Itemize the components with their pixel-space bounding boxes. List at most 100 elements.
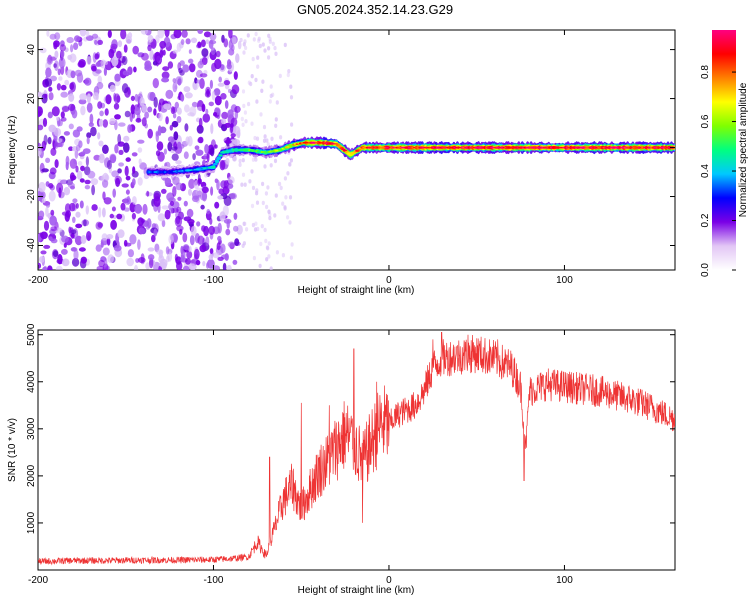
noise-blob	[86, 231, 92, 241]
noise-blob	[212, 252, 220, 259]
noise-blob	[153, 108, 157, 116]
noise-blob	[40, 231, 48, 240]
noise-blob	[185, 136, 190, 145]
noise-blob	[196, 106, 203, 111]
noise-blob	[261, 42, 265, 47]
noise-blob	[147, 44, 152, 52]
noise-blob	[132, 196, 137, 205]
noise-blob	[106, 160, 112, 170]
noise-blob	[41, 197, 46, 204]
noise-blob	[112, 188, 116, 198]
colorbar-tick-label: 0.0	[700, 263, 711, 277]
x-tick-label: -100	[203, 275, 223, 286]
noise-blob	[223, 38, 229, 48]
noise-blob	[149, 257, 154, 269]
noise-blob	[184, 123, 189, 132]
noise-blob	[161, 219, 166, 228]
noise-blob	[182, 232, 188, 243]
noise-blob	[79, 200, 84, 209]
snr-panel: -200 -100 0 100 1000 2000 3000 4000 5000 Height …	[7, 323, 676, 596]
noise-blob	[125, 175, 131, 181]
noise-blob	[232, 156, 237, 162]
signal-mark	[337, 145, 342, 148]
noise-blob	[237, 40, 242, 50]
noise-blob	[77, 61, 85, 68]
noise-blob	[61, 248, 68, 255]
noise-blob	[279, 135, 283, 140]
noise-blob	[80, 235, 87, 244]
noise-blob	[187, 112, 195, 117]
noise-blob	[269, 163, 273, 168]
noise-blob	[137, 147, 143, 153]
noise-blob	[38, 181, 46, 193]
noise-blob	[197, 136, 204, 144]
noise-blob	[231, 84, 240, 95]
noise-blob	[89, 113, 94, 125]
noise-blob	[68, 93, 75, 102]
noise-blob	[168, 234, 174, 245]
noise-blob	[242, 50, 246, 55]
noise-blob	[86, 132, 92, 139]
noise-blob	[124, 242, 132, 247]
noise-blob	[54, 140, 59, 149]
y-tick-label: -20	[26, 189, 37, 204]
noise-blob	[102, 144, 109, 154]
noise-blob	[268, 39, 272, 44]
noise-blob	[147, 128, 153, 139]
noise-blob	[69, 82, 75, 90]
noise-blob	[172, 201, 180, 209]
noise-blob	[253, 135, 257, 141]
noise-blob	[214, 58, 222, 70]
noise-blob	[153, 96, 158, 108]
noise-blob	[95, 69, 102, 74]
noise-blob	[179, 60, 185, 66]
noise-blob	[241, 89, 246, 94]
noise-blob	[139, 97, 145, 107]
noise-blob	[255, 188, 259, 193]
noise-blob	[263, 134, 267, 139]
noise-blob	[131, 178, 136, 186]
noise-blob	[169, 124, 173, 131]
noise-blob	[100, 241, 104, 248]
noise-blob	[41, 168, 49, 173]
noise-blob	[43, 244, 51, 249]
noise-blob	[80, 256, 88, 264]
noise-blob	[246, 33, 250, 38]
noise-blob	[61, 235, 69, 243]
x-tick-label: -200	[28, 575, 48, 586]
noise-blob	[196, 221, 201, 227]
noise-blob	[226, 63, 232, 70]
noise-blob	[161, 205, 169, 210]
noise-blob	[38, 106, 43, 117]
colorbar-tick-label: 0.6	[700, 114, 711, 128]
noise-blob	[180, 39, 185, 45]
noise-blob	[188, 49, 192, 54]
noise-blob	[70, 174, 77, 181]
noise-blob	[84, 185, 91, 190]
noise-blob	[205, 39, 209, 44]
noise-blob	[162, 66, 170, 71]
noise-blob	[245, 227, 249, 232]
noise-blob	[172, 81, 178, 93]
snr-ticks: -200 -100 0 100 1000 2000 3000 4000 5000	[26, 323, 675, 586]
noise-blob	[167, 61, 174, 69]
spectrogram-x-axis-label: Height of straight line (km)	[298, 285, 415, 296]
noise-blob	[225, 228, 231, 236]
noise-blob	[149, 49, 154, 61]
noise-blob	[204, 144, 210, 154]
noise-blob	[227, 176, 235, 185]
noise-blob	[129, 234, 137, 245]
noise-blob	[264, 191, 268, 196]
y-tick-label: 4000	[26, 370, 37, 393]
noise-blob	[210, 123, 214, 135]
y-tick-label: 40	[26, 44, 37, 56]
noise-blob	[77, 161, 83, 166]
noise-blob	[56, 83, 62, 91]
noise-blob	[159, 40, 167, 49]
noise-blob	[281, 201, 285, 206]
noise-blob	[263, 227, 267, 233]
noise-blob	[201, 103, 206, 113]
noise-blob	[158, 112, 163, 122]
colorbar-label: Normalized spectral amplitude	[738, 82, 749, 217]
